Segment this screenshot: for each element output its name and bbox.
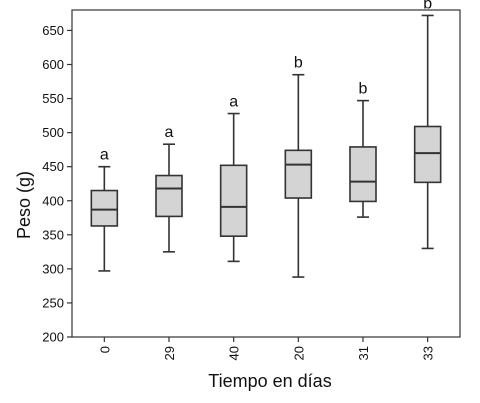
y-tick-label: 350 (42, 227, 64, 242)
significance-label: a (165, 124, 174, 141)
box-29: a (155, 124, 183, 253)
y-tick-label: 400 (42, 193, 64, 208)
significance-label: a (100, 147, 109, 164)
y-axis: 200 250 300 350 400 450 500 550 600 650 (42, 23, 72, 345)
iqr-box (155, 174, 183, 218)
box-0: a (90, 147, 119, 272)
x-tick-label: 31 (356, 346, 371, 360)
iqr-box (413, 125, 442, 184)
x-axis: 0 29 40 20 31 33 (97, 337, 436, 360)
y-tick-label: 450 (42, 159, 64, 174)
box-33: b (413, 0, 442, 250)
iqr-box (90, 189, 119, 227)
y-tick-label: 600 (42, 57, 64, 72)
iqr-box (349, 146, 377, 203)
significance-label: b (359, 81, 368, 98)
x-tick-label: 0 (97, 346, 112, 353)
box-31: b (349, 81, 377, 218)
box-20: b (284, 55, 313, 278)
y-tick-label: 300 (42, 261, 64, 276)
boxes-group: a a a b b b (90, 0, 442, 278)
x-tick-label: 20 (291, 346, 306, 360)
y-tick-label: 250 (42, 295, 64, 310)
x-tick-label: 33 (421, 346, 436, 360)
y-axis-title: Peso (g) (14, 171, 34, 239)
significance-label: a (229, 94, 238, 111)
significance-label: b (423, 0, 432, 12)
y-tick-label: 550 (42, 91, 64, 106)
iqr-box (284, 149, 313, 199)
box-40: a (219, 94, 248, 263)
x-tick-label: 40 (227, 346, 242, 360)
y-tick-label: 200 (42, 330, 64, 345)
y-tick-label: 500 (42, 125, 64, 140)
x-axis-title: Tiempo en días (208, 371, 331, 391)
plot-frame (71, 9, 461, 338)
x-tick-label: 29 (162, 346, 177, 360)
significance-label: b (294, 55, 303, 72)
iqr-box (219, 164, 248, 237)
y-tick-label: 650 (42, 23, 64, 38)
